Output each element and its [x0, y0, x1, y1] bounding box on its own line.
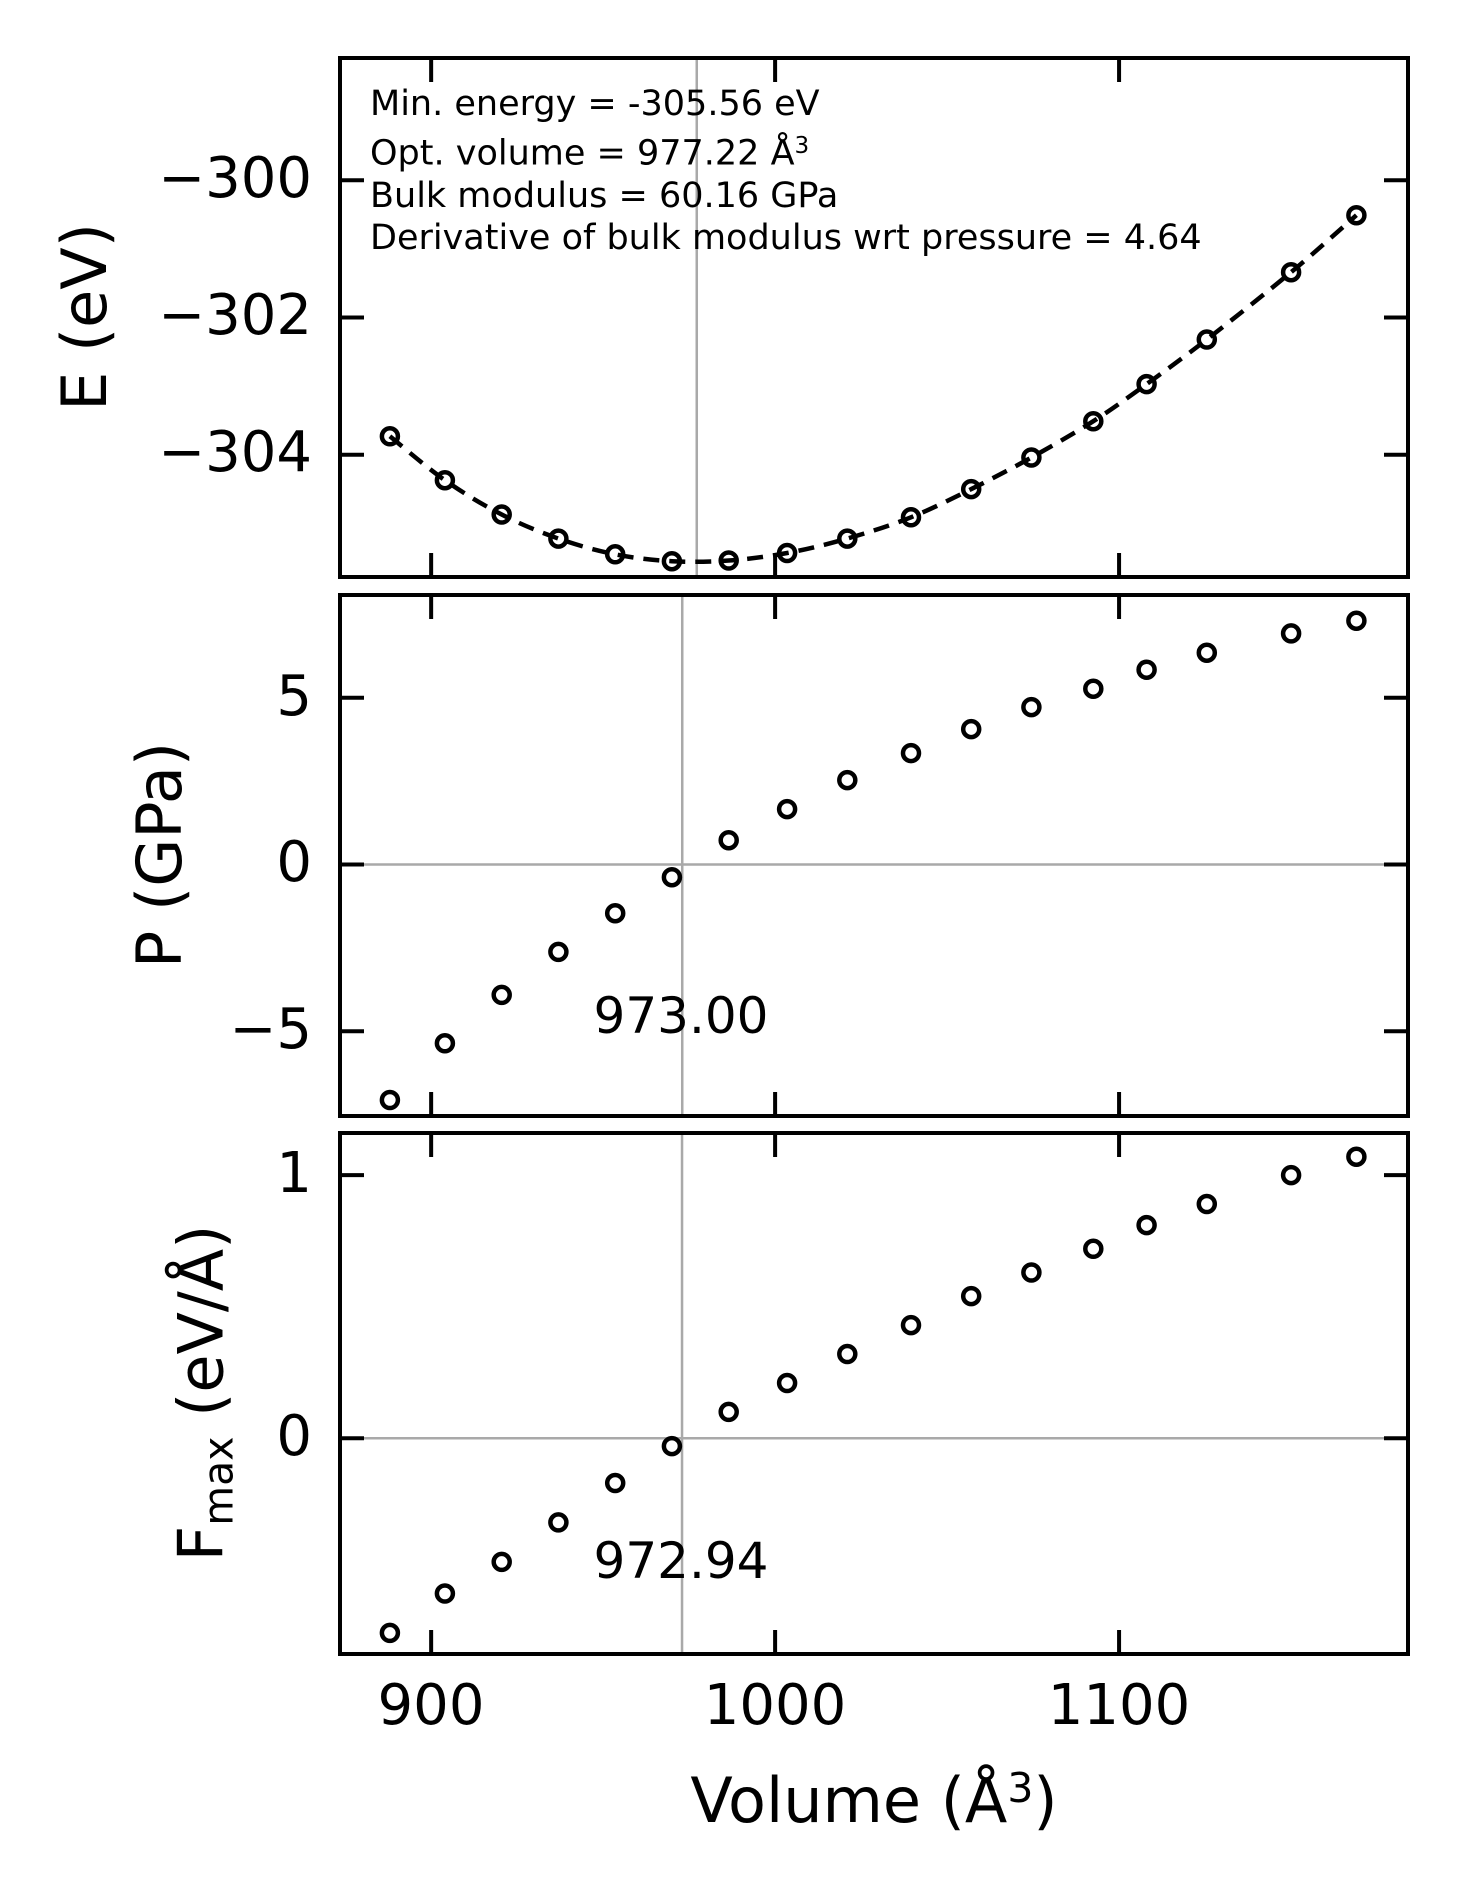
ylabel-fmax: Fmax (eV/Å) [164, 1224, 243, 1562]
energy-data-point [1196, 329, 1218, 350]
fmax-data-point [1083, 1238, 1104, 1260]
pressure-data-point [1280, 623, 1302, 644]
fmax-data-point [379, 1622, 401, 1644]
energy-fit-curve [388, 213, 1358, 565]
energy-data-point [491, 504, 512, 525]
pressure-data-point [379, 1089, 401, 1111]
energy-markers [379, 204, 1367, 572]
axes-panel-energy [338, 56, 1410, 579]
ytick-energy--304: −304 [158, 419, 312, 485]
pressure-data-point [837, 769, 858, 791]
fmax-data-point [776, 1372, 798, 1394]
fit-summary-bprime: Derivative of bulk modulus wrt pressure … [370, 217, 1202, 258]
fmax-spines [338, 1131, 1410, 1656]
fmax-data-point [1280, 1164, 1302, 1186]
pressure-data-point [960, 718, 982, 740]
fmax-data-point [434, 1583, 456, 1604]
fmax-data-point [1021, 1262, 1042, 1283]
ytick-pressure-0: 0 [276, 829, 312, 895]
energy-data-point [1346, 204, 1367, 226]
fit-summary-bulk-modulus: Bulk modulus = 60.16 GPa [370, 175, 839, 216]
pressure-data-point [1346, 610, 1367, 631]
fit-summary: Min. energy = -305.56 eV Opt. volume = 9… [370, 83, 1202, 259]
fit-summary-min-energy: Min. energy = -305.56 eV [370, 84, 820, 124]
energy-data-point [837, 528, 858, 549]
energy-data-point [434, 469, 456, 491]
fmax-data-point [604, 1472, 626, 1494]
fmax-data-point [1346, 1146, 1367, 1167]
subscript-max: max [194, 1436, 243, 1526]
energy-data-point [604, 544, 626, 565]
xtick-900: 900 [377, 1673, 485, 1738]
ytick-fmax-1: 1 [276, 1140, 312, 1206]
energy-data-point [718, 550, 739, 571]
xlabel-volume: Volume (Å3) [690, 1763, 1058, 1838]
pressure-data-point [1196, 642, 1218, 663]
fit-summary-opt-volume: Opt. volume = 977.22 Å3 [370, 133, 810, 174]
pressure-data-point [548, 941, 569, 963]
energy-data-point [1083, 410, 1104, 432]
pressure-spines [338, 593, 1410, 1118]
fmax-data-point [900, 1314, 922, 1336]
superscript-3: 3 [794, 133, 810, 159]
energy-data-point [1021, 447, 1042, 468]
ytick-pressure-5: 5 [276, 663, 312, 729]
pressure-data-point [900, 742, 922, 764]
fmax-data-point [548, 1512, 569, 1533]
fmax-data-point [960, 1285, 982, 1307]
energy-data-point [1136, 373, 1157, 395]
ytick-energy--302: −302 [158, 282, 312, 348]
ytick-energy--300: −300 [158, 145, 312, 211]
fmax-zero-crossing-label: 972.94 [593, 1532, 769, 1590]
axes-panel-fmax [338, 1131, 1410, 1656]
ytick-fmax-0: 0 [276, 1403, 312, 1469]
energy-ticks [340, 58, 1408, 577]
ytick-pressure--5: −5 [229, 996, 312, 1062]
ylabel-energy: E (eV) [48, 223, 121, 411]
fmax-data-point [491, 1551, 512, 1573]
energy-data-point [379, 426, 401, 447]
pressure-data-point [1136, 659, 1157, 680]
superscript-3: 3 [1007, 1763, 1034, 1812]
ylabel-pressure: P (GPa) [123, 741, 196, 969]
pressure-data-point [1083, 678, 1104, 699]
pressure-data-point [776, 798, 798, 820]
fmax-data-point [1136, 1214, 1157, 1236]
xtick-1100: 1100 [1047, 1673, 1191, 1738]
pressure-ticks [340, 595, 1408, 1116]
energy-data-point [900, 507, 922, 528]
energy-data-point [776, 542, 798, 564]
fmax-data-point [661, 1435, 683, 1457]
pressure-data-point [491, 984, 512, 1006]
pressure-zero-crossing-label: 973.00 [593, 987, 769, 1045]
pressure-data-point [434, 1033, 456, 1054]
fmax-data-point [837, 1343, 858, 1365]
energy-data-point [960, 478, 982, 500]
pressure-data-point [604, 902, 626, 924]
fmax-markers [379, 1146, 1367, 1644]
fmax-data-point [1196, 1193, 1218, 1215]
axes-panel-pressure [338, 593, 1410, 1118]
pressure-data-point [1021, 696, 1042, 718]
fmax-ticks [340, 1133, 1408, 1654]
fmax-data-point [718, 1401, 739, 1423]
xtick-1000: 1000 [703, 1673, 847, 1738]
pressure-data-point [718, 829, 739, 851]
pressure-markers [379, 610, 1367, 1111]
energy-data-point [548, 528, 569, 549]
energy-data-point [1280, 261, 1302, 283]
pressure-data-point [661, 866, 683, 888]
energy-data-point [661, 550, 683, 572]
